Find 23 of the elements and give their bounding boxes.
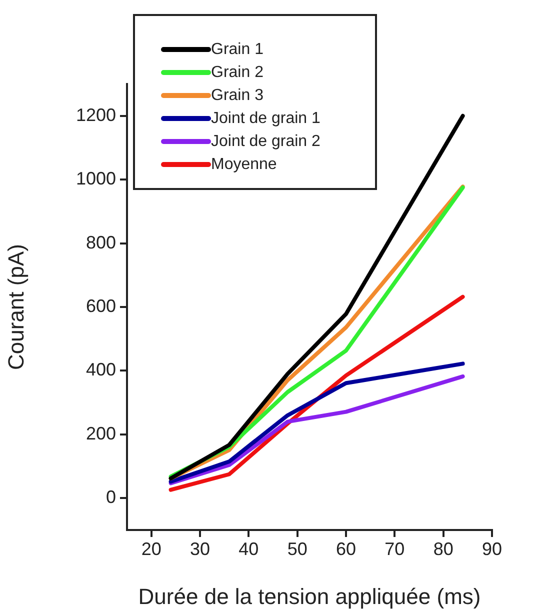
legend-label: Grain 3 [211,86,264,104]
x-tick-label: 20 [141,538,162,559]
legend-label: Joint de grain 1 [211,110,320,128]
y-tick-label: 400 [86,360,116,380]
legend-label: Joint de grain 2 [211,132,320,150]
x-tick-label: 70 [384,538,405,559]
y-tick-label: 0 [106,487,116,508]
y-tick-label: 1200 [76,104,116,125]
legend-label: Grain 2 [211,64,264,82]
y-axis-title: Courant (pA) [3,244,28,370]
x-tick-label: 90 [482,538,502,559]
x-tick-label: 80 [433,538,454,559]
legend-label: Grain 1 [211,40,264,58]
y-tick-label: 600 [86,296,116,316]
y-tick-label: 800 [86,232,116,252]
x-tick-label: 60 [336,538,356,559]
x-axis-title: Durée de la tension appliquée (ms) [138,584,481,609]
x-tick-label: 30 [190,538,210,559]
x-tick-label: 50 [287,538,308,559]
y-tick-label: 1000 [76,168,116,189]
x-tick-label: 40 [238,538,259,559]
y-tick-label: 200 [86,423,116,444]
legend-label: Moyenne [211,156,277,174]
